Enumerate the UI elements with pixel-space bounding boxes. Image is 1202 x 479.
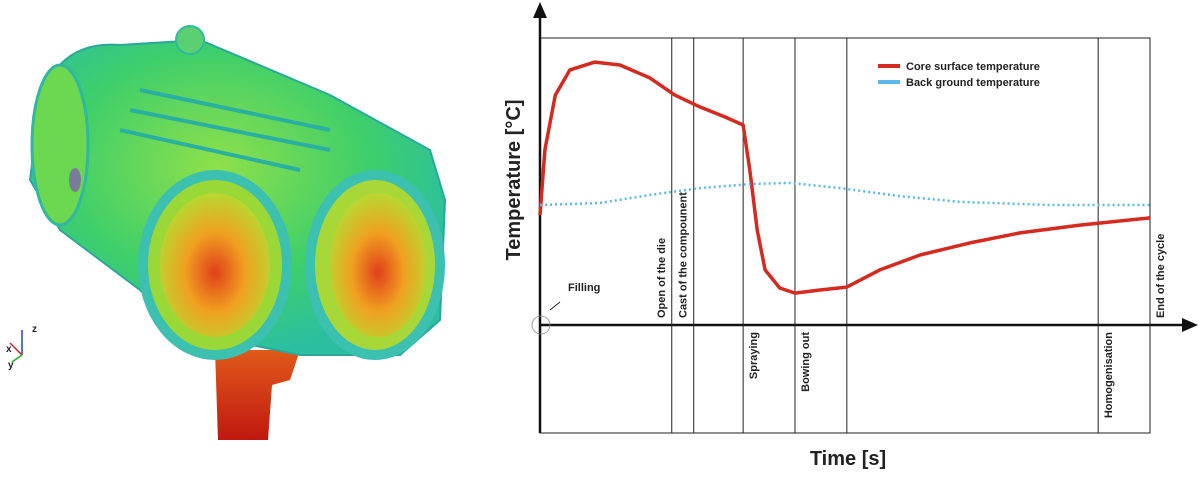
- event-label: Homogenisation: [1103, 332, 1115, 418]
- annotation: Filling: [568, 282, 600, 294]
- series-line: [540, 62, 1150, 293]
- axis-letter: x: [6, 344, 12, 355]
- y-arrow: [533, 2, 547, 18]
- event-label: Open of the die: [656, 238, 668, 318]
- figure: z x y Time [s] Temperature [°C] Filling …: [0, 0, 1202, 474]
- event-label: Cast of the compounent: [678, 192, 690, 318]
- x-axis-title: Time [s]: [810, 448, 886, 470]
- series-line: [540, 183, 1150, 205]
- event-label: Spraying: [748, 332, 760, 379]
- event-label: End of the cycle: [1155, 234, 1167, 318]
- plot-frame: [540, 38, 1150, 433]
- axis-letter: y: [8, 360, 14, 371]
- x-arrow: [1182, 318, 1198, 332]
- annotation-arrow: [550, 302, 560, 310]
- event-label: Bowing out: [800, 332, 812, 392]
- y-axis-title: Temperature [°C]: [503, 100, 525, 261]
- chart: Time [s] Temperature [°C] Filling Open o…: [503, 2, 1198, 470]
- axis-letter: z: [32, 324, 37, 335]
- axis-triad: z x y: [6, 324, 37, 371]
- legend-label: Core surface temperature: [906, 61, 1040, 73]
- casting-render: z x y: [6, 26, 445, 440]
- legend-label: Back ground temperature: [906, 77, 1040, 89]
